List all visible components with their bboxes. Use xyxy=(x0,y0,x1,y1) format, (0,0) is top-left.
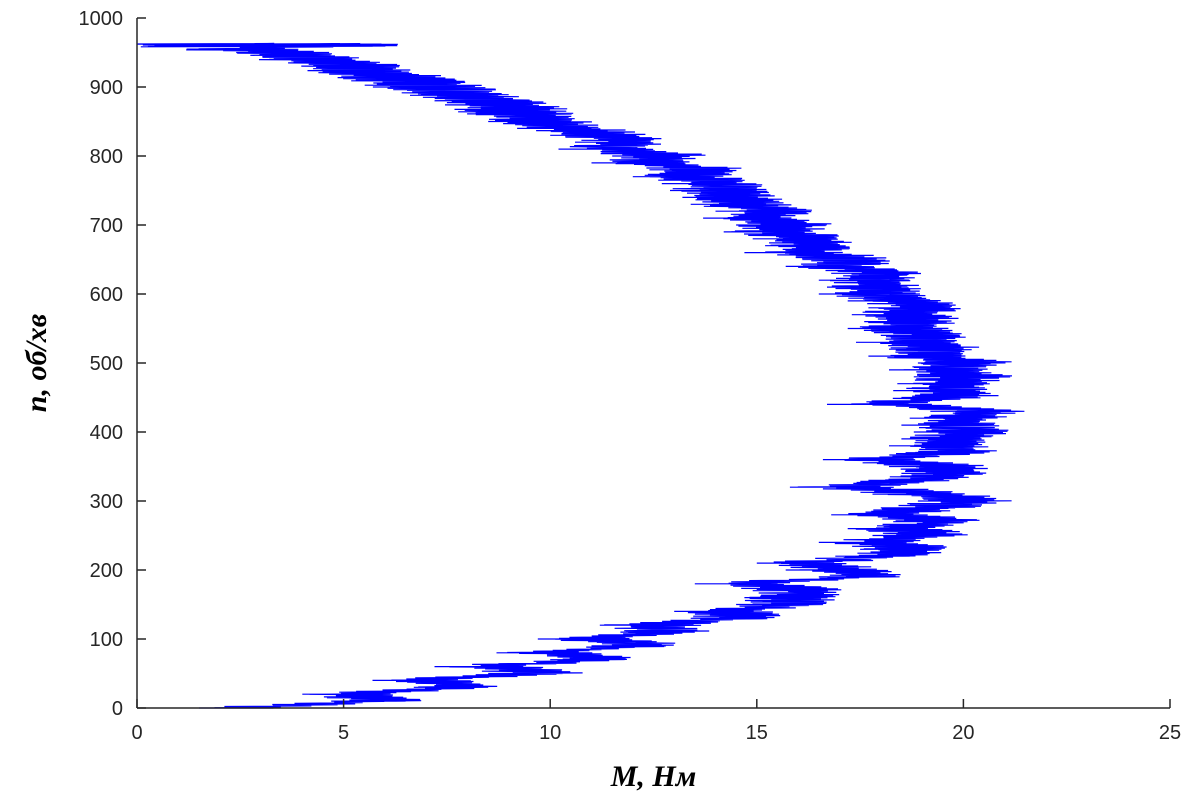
y-tick-label: 200 xyxy=(90,560,123,582)
y-tick-label: 600 xyxy=(90,284,123,306)
y-tick-label: 300 xyxy=(90,491,123,513)
x-axis-title: M, Нм xyxy=(610,760,697,793)
x-ticks: 0 5 10 15 20 25 xyxy=(131,699,1181,744)
y-tick-label: 900 xyxy=(90,77,123,99)
y-tick-label: 400 xyxy=(90,422,123,444)
x-tick-label: 20 xyxy=(952,722,974,744)
x-tick-label: 15 xyxy=(746,722,768,744)
axes xyxy=(136,18,1170,709)
y-tick-label: 0 xyxy=(112,698,123,720)
y-axis-title: n, об/хв xyxy=(20,314,53,412)
y-ticks: 0 100 200 300 400 500 600 700 800 900 1000 xyxy=(79,8,146,720)
y-tick-label: 1000 xyxy=(79,8,124,30)
y-tick-label: 500 xyxy=(90,353,123,375)
series-line xyxy=(137,42,1025,709)
x-tick-label: 0 xyxy=(131,722,142,744)
x-tick-label: 25 xyxy=(1159,722,1181,744)
y-tick-label: 100 xyxy=(90,629,123,651)
x-tick-label: 10 xyxy=(539,722,561,744)
y-tick-label: 700 xyxy=(90,215,123,237)
x-tick-label: 5 xyxy=(338,722,349,744)
plot-area xyxy=(137,42,1025,709)
y-tick-label: 800 xyxy=(90,146,123,168)
